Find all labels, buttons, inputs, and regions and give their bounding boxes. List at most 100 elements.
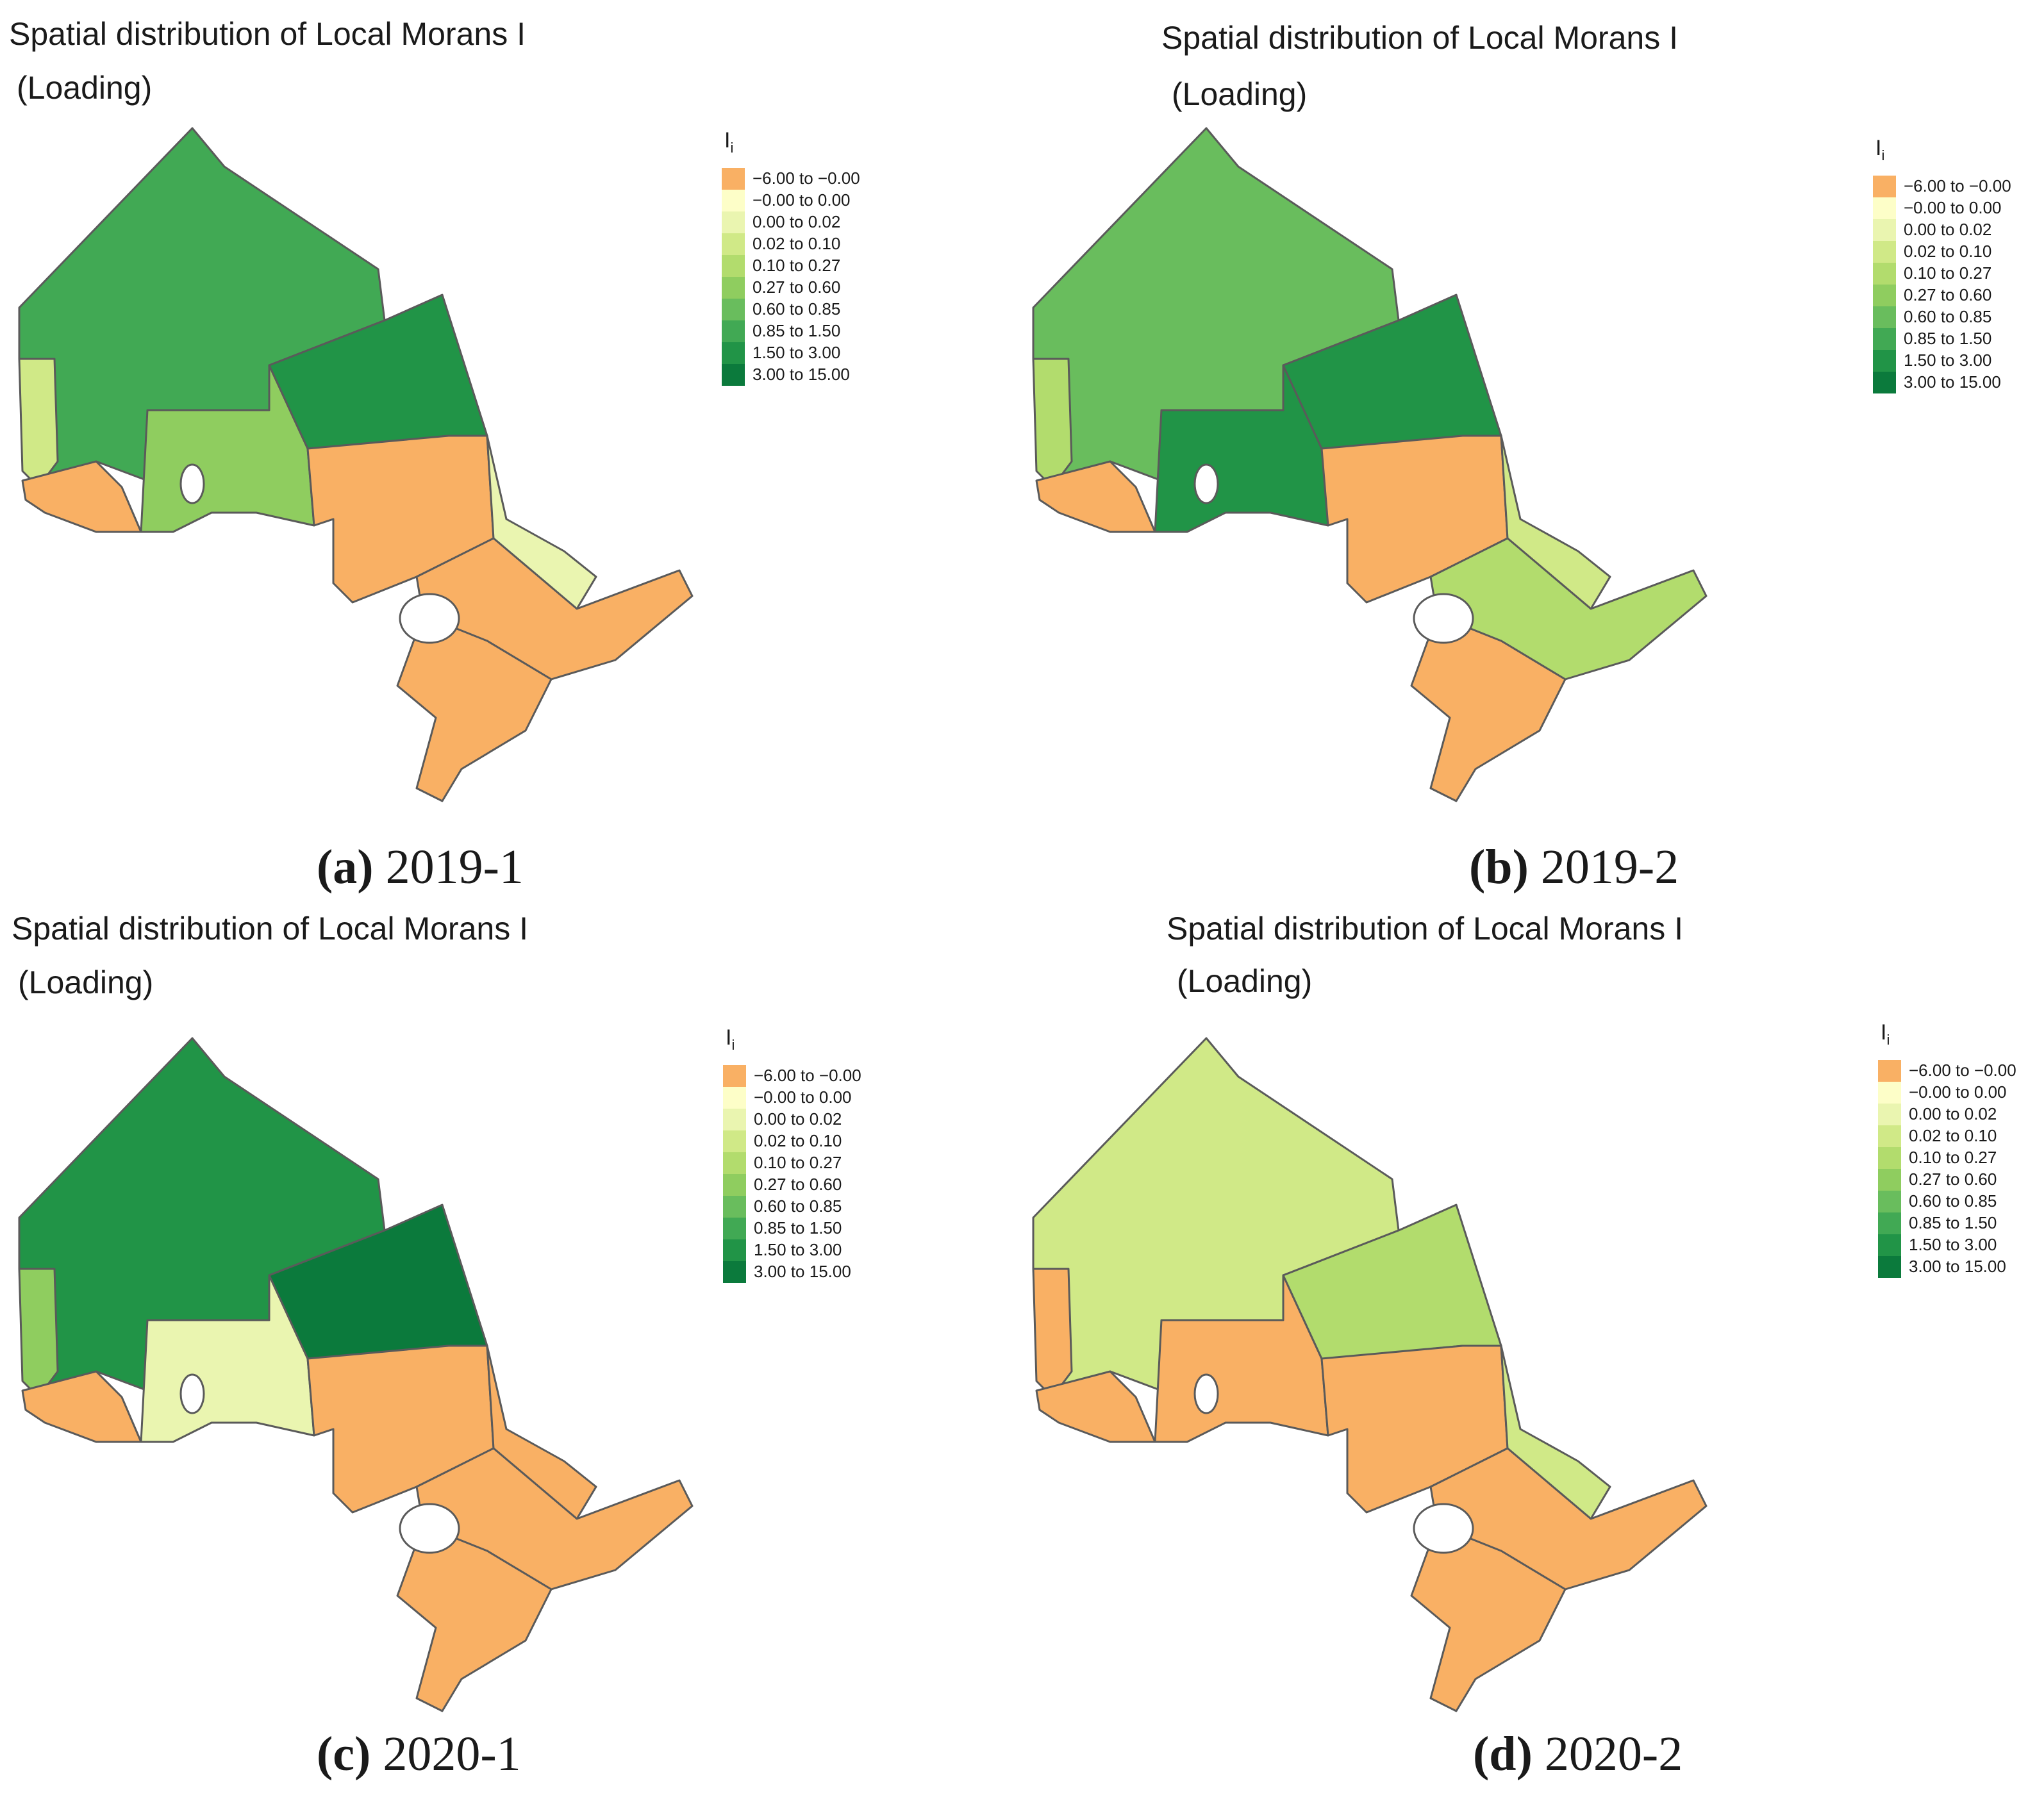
legend-label: 0.60 to 0.85 <box>752 299 841 319</box>
map-legend: Ii −6.00 to −0.00 −0.00 to 0.00 0.00 to 0.0… <box>1873 136 2011 393</box>
lake-nipigon-water <box>1193 463 1219 504</box>
legend-label: 0.00 to 0.02 <box>1909 1104 1997 1124</box>
map-region-south <box>1410 614 1567 802</box>
legend-label: 0.27 to 0.60 <box>1904 285 1992 305</box>
legend-label: 3.00 to 15.00 <box>752 365 850 385</box>
legend-swatch <box>1873 284 1896 306</box>
legend-item: 0.10 to 0.27 <box>722 254 860 277</box>
map-regions <box>18 127 694 802</box>
legend-label: 0.27 to 0.60 <box>754 1175 842 1195</box>
legend-label: 0.10 to 0.27 <box>1904 263 1992 283</box>
map-subtitle: (Loading) <box>17 70 153 106</box>
georgian-bay-water <box>399 1503 460 1554</box>
legend-swatch <box>1873 306 1896 328</box>
legend-label: −0.00 to 0.00 <box>754 1088 852 1107</box>
legend-swatch <box>723 1195 746 1218</box>
legend-label: 1.50 to 3.00 <box>1909 1235 1997 1255</box>
legend-label: 0.02 to 0.10 <box>1909 1126 1997 1146</box>
legend-swatch <box>722 254 745 277</box>
legend-item: 3.00 to 15.00 <box>723 1261 861 1283</box>
legend-label: 3.00 to 15.00 <box>1909 1257 2006 1277</box>
legend-label: 3.00 to 15.00 <box>1904 372 2001 392</box>
legend-item: 0.85 to 1.50 <box>722 320 860 342</box>
map-legend: Ii −6.00 to −0.00 −0.00 to 0.00 0.00 to 0.0… <box>723 1025 861 1283</box>
legend-item: 1.50 to 3.00 <box>1878 1234 2016 1256</box>
legend-label: −0.00 to 0.00 <box>1904 198 2002 218</box>
legend-item: 1.50 to 3.00 <box>1873 349 2011 372</box>
panel-caption: (c) 2020-1 <box>317 1726 521 1782</box>
legend-item: 0.02 to 0.10 <box>1873 240 2011 263</box>
legend-swatch <box>1873 175 1896 197</box>
legend-label: 0.00 to 0.02 <box>1904 220 1992 240</box>
legend-swatch <box>722 276 745 299</box>
legend-label: 0.00 to 0.02 <box>754 1109 842 1129</box>
legend-swatch <box>1873 219 1896 241</box>
map-region-west <box>18 1268 59 1398</box>
georgian-bay-water <box>399 593 460 644</box>
legend-item: 0.02 to 0.10 <box>723 1130 861 1152</box>
legend-item: −6.00 to −0.00 <box>723 1064 861 1087</box>
legend-item: 0.00 to 0.02 <box>722 211 860 233</box>
legend-item: 0.27 to 0.60 <box>722 276 860 299</box>
legend-label: 0.02 to 0.10 <box>1904 242 1992 261</box>
map-regions <box>1032 1037 1708 1712</box>
legend-item: 0.27 to 0.60 <box>1878 1168 2016 1191</box>
lake-nipigon-water <box>179 1373 205 1414</box>
legend-swatch <box>1873 349 1896 372</box>
legend-label: 1.50 to 3.00 <box>752 343 841 363</box>
legend-item: 3.00 to 15.00 <box>722 363 860 386</box>
legend-item: 0.02 to 0.10 <box>1878 1125 2016 1147</box>
legend-swatch <box>1878 1234 1901 1256</box>
legend-label: 0.10 to 0.27 <box>754 1153 842 1173</box>
legend-label: 1.50 to 3.00 <box>754 1240 842 1260</box>
map-region-west <box>1032 1268 1073 1398</box>
legend-label: 0.85 to 1.50 <box>1904 329 1992 349</box>
legend-item: 0.00 to 0.02 <box>723 1108 861 1130</box>
legend-label: 0.02 to 0.10 <box>754 1131 842 1151</box>
legend-label: −0.00 to 0.00 <box>752 190 851 210</box>
legend-label: 0.60 to 0.85 <box>1904 307 1992 327</box>
legend-label: −6.00 to −0.00 <box>1909 1061 2016 1080</box>
legend-item: −6.00 to −0.00 <box>1878 1059 2016 1082</box>
legend-swatch <box>1873 197 1896 219</box>
legend-item: −0.00 to 0.00 <box>722 189 860 211</box>
legend-label: 0.60 to 0.85 <box>1909 1191 1997 1211</box>
map-title: Spatial distribution of Local Morans I <box>1161 20 1678 56</box>
map-region-south <box>1410 1524 1567 1712</box>
legend-label: −6.00 to −0.00 <box>752 169 860 188</box>
legend-item: 0.60 to 0.85 <box>722 298 860 320</box>
legend-swatch <box>723 1130 746 1152</box>
legend-label: 3.00 to 15.00 <box>754 1262 851 1282</box>
legend-label: −6.00 to −0.00 <box>1904 176 2011 196</box>
ontario-choropleth-map <box>1032 127 1708 802</box>
map-title: Spatial distribution of Local Morans I <box>9 16 526 52</box>
panel-caption: (b) 2019-2 <box>1469 840 1679 895</box>
legend-swatch <box>1878 1059 1901 1082</box>
legend-title: Ii <box>1881 1020 1890 1048</box>
georgian-bay-water <box>1413 593 1474 644</box>
ontario-choropleth-map <box>18 1037 694 1712</box>
legend-item: 1.50 to 3.00 <box>723 1239 861 1261</box>
legend-item: 0.10 to 0.27 <box>723 1152 861 1174</box>
legend-swatch <box>1878 1146 1901 1169</box>
map-subtitle: (Loading) <box>18 964 154 1000</box>
legend-swatch <box>1878 1212 1901 1234</box>
legend-swatch <box>1878 1190 1901 1212</box>
caption-period: 2019-1 <box>385 840 524 894</box>
legend-swatch <box>722 363 745 386</box>
map-region-west <box>1032 358 1073 488</box>
legend-swatch <box>1878 1103 1901 1125</box>
map-legend: Ii −6.00 to −0.00 −0.00 to 0.00 0.00 to 0.0… <box>1878 1020 2016 1278</box>
legend-swatch <box>722 167 745 190</box>
ontario-choropleth-map <box>1032 1037 1708 1712</box>
legend-item: −0.00 to 0.00 <box>1873 197 2011 219</box>
legend-swatch <box>1878 1168 1901 1191</box>
legend-swatch <box>722 298 745 320</box>
legend-item: −0.00 to 0.00 <box>1878 1081 2016 1104</box>
map-region-southwest <box>1035 1370 1156 1443</box>
legend-item: 0.60 to 0.85 <box>1873 306 2011 328</box>
legend-label: 1.50 to 3.00 <box>1904 351 1992 370</box>
legend-item: 0.85 to 1.50 <box>1878 1212 2016 1234</box>
caption-letter: (c) <box>317 1727 371 1781</box>
legend-label: 0.27 to 0.60 <box>1909 1170 1997 1189</box>
